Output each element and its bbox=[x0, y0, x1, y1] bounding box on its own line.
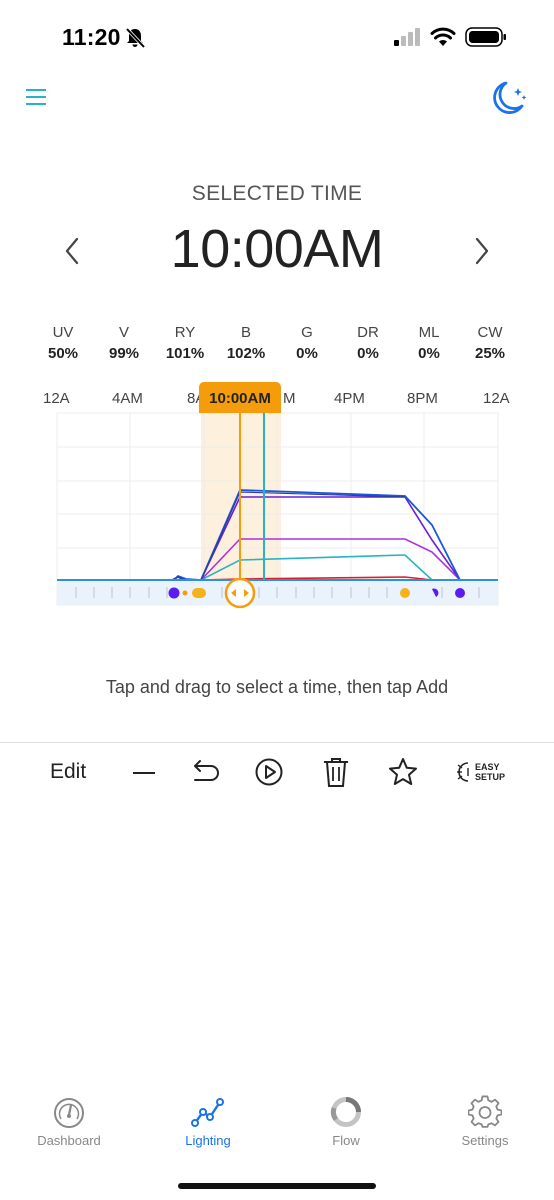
tab-label: Dashboard bbox=[37, 1133, 101, 1148]
channel-ry: RY 101% bbox=[150, 324, 220, 362]
status-bar: 11:20 bbox=[0, 0, 554, 76]
handle-right-arrow-icon bbox=[244, 589, 249, 597]
tab-flow[interactable]: Flow bbox=[286, 1095, 406, 1148]
channel-value: 0% bbox=[296, 345, 318, 362]
next-time-button[interactable] bbox=[470, 235, 494, 267]
remove-button[interactable] bbox=[127, 756, 161, 788]
channel-value: 25% bbox=[474, 345, 506, 362]
tab-label: Lighting bbox=[185, 1133, 231, 1148]
channel-name: ML bbox=[418, 324, 440, 341]
channel-name: V bbox=[118, 324, 129, 341]
channel-value: 102% bbox=[226, 345, 266, 362]
tab-dashboard[interactable]: Dashboard bbox=[9, 1095, 129, 1148]
channel-value: 99% bbox=[108, 345, 140, 362]
channel-cw: CW 25% bbox=[455, 324, 525, 362]
lighting-schedule-chart[interactable] bbox=[0, 380, 554, 640]
favorite-star-button[interactable] bbox=[386, 756, 420, 788]
tab-lighting[interactable]: Lighting bbox=[148, 1095, 268, 1148]
edit-button[interactable]: Edit bbox=[50, 760, 87, 783]
undo-button[interactable] bbox=[187, 756, 221, 788]
channel-name: UV bbox=[52, 324, 74, 341]
tab-label: Settings bbox=[461, 1133, 509, 1148]
handle-dot-half[interactable] bbox=[432, 588, 439, 597]
channel-value: 0% bbox=[418, 345, 440, 362]
channel-value: 101% bbox=[165, 345, 205, 362]
channel-v: V 99% bbox=[89, 324, 159, 362]
tab-label: Flow bbox=[332, 1133, 360, 1148]
bell-off-icon bbox=[125, 27, 146, 49]
moon-icon[interactable] bbox=[488, 80, 530, 116]
channel-name: G bbox=[301, 324, 313, 341]
battery-icon bbox=[465, 27, 506, 47]
channel-ml: ML 0% bbox=[394, 324, 464, 362]
easy-setup-line1: EASY bbox=[475, 762, 500, 772]
handle-dot-orange[interactable] bbox=[400, 588, 410, 598]
tab-settings[interactable]: Settings bbox=[425, 1095, 545, 1148]
axis-label: M bbox=[283, 390, 296, 407]
channel-name: B bbox=[240, 324, 251, 341]
menu-icon[interactable] bbox=[24, 86, 48, 108]
axis-label: 8PM bbox=[407, 390, 438, 407]
play-button[interactable] bbox=[252, 756, 286, 788]
line-chart-icon bbox=[191, 1098, 224, 1127]
home-indicator[interactable] bbox=[178, 1183, 376, 1189]
channel-levels: UV 50% V 99% RY 101% B 102% G 0% DR 0% M… bbox=[0, 324, 554, 368]
time-axis-labels: 12A 4AM 8A M 4PM 8PM 12A bbox=[0, 390, 554, 412]
selected-time-value: 10:00AM bbox=[170, 219, 384, 279]
previous-time-button[interactable] bbox=[60, 235, 84, 267]
handle-left-arrow-icon bbox=[231, 589, 236, 597]
ring-icon bbox=[330, 1097, 361, 1127]
selected-time-caption: SELECTED TIME bbox=[191, 182, 363, 205]
gauge-icon bbox=[54, 1098, 84, 1128]
axis-label: 12A bbox=[483, 390, 510, 407]
selection-handle[interactable] bbox=[224, 577, 256, 609]
light-burst-icon bbox=[457, 762, 469, 782]
chart-grid bbox=[56, 412, 499, 606]
channel-b: B 102% bbox=[211, 324, 281, 362]
channel-name: RY bbox=[174, 324, 196, 341]
axis-label: 4PM bbox=[334, 390, 365, 407]
wifi-icon bbox=[430, 27, 456, 46]
selected-time-flag[interactable]: 10:00AM bbox=[199, 382, 281, 413]
handle-dot-small-orange[interactable] bbox=[182, 590, 188, 596]
handle-dot-purple[interactable] bbox=[168, 587, 180, 599]
channel-name: DR bbox=[357, 324, 379, 341]
channel-value: 0% bbox=[357, 345, 379, 362]
channel-value: 50% bbox=[47, 345, 79, 362]
gear-icon bbox=[468, 1095, 502, 1128]
channel-uv: UV 50% bbox=[28, 324, 98, 362]
easy-setup-button[interactable]: EASY SETUP bbox=[456, 758, 512, 786]
tab-bar: Dashboard Lighting Flow Settings bbox=[0, 1095, 554, 1165]
axis-label: 12A bbox=[43, 390, 70, 407]
signal-icon bbox=[394, 28, 420, 46]
easy-setup-line2: SETUP bbox=[475, 772, 506, 782]
track-ticks bbox=[75, 587, 480, 598]
channel-name: CW bbox=[477, 324, 503, 341]
divider bbox=[0, 742, 554, 743]
channel-dr: DR 0% bbox=[333, 324, 403, 362]
handle-dot-purple-end[interactable] bbox=[455, 588, 465, 598]
schedule-toolbar: Edit EASY SETUP bbox=[0, 752, 554, 792]
status-time: 11:20 bbox=[62, 24, 121, 50]
handle-pill-orange[interactable] bbox=[192, 588, 206, 598]
chart-hint: Tap and drag to select a time, then tap … bbox=[105, 677, 449, 697]
trash-button[interactable] bbox=[319, 756, 353, 788]
easy-setup-label: EASY SETUP bbox=[475, 762, 505, 782]
channel-g: G 0% bbox=[272, 324, 342, 362]
axis-label: 4AM bbox=[112, 390, 143, 407]
